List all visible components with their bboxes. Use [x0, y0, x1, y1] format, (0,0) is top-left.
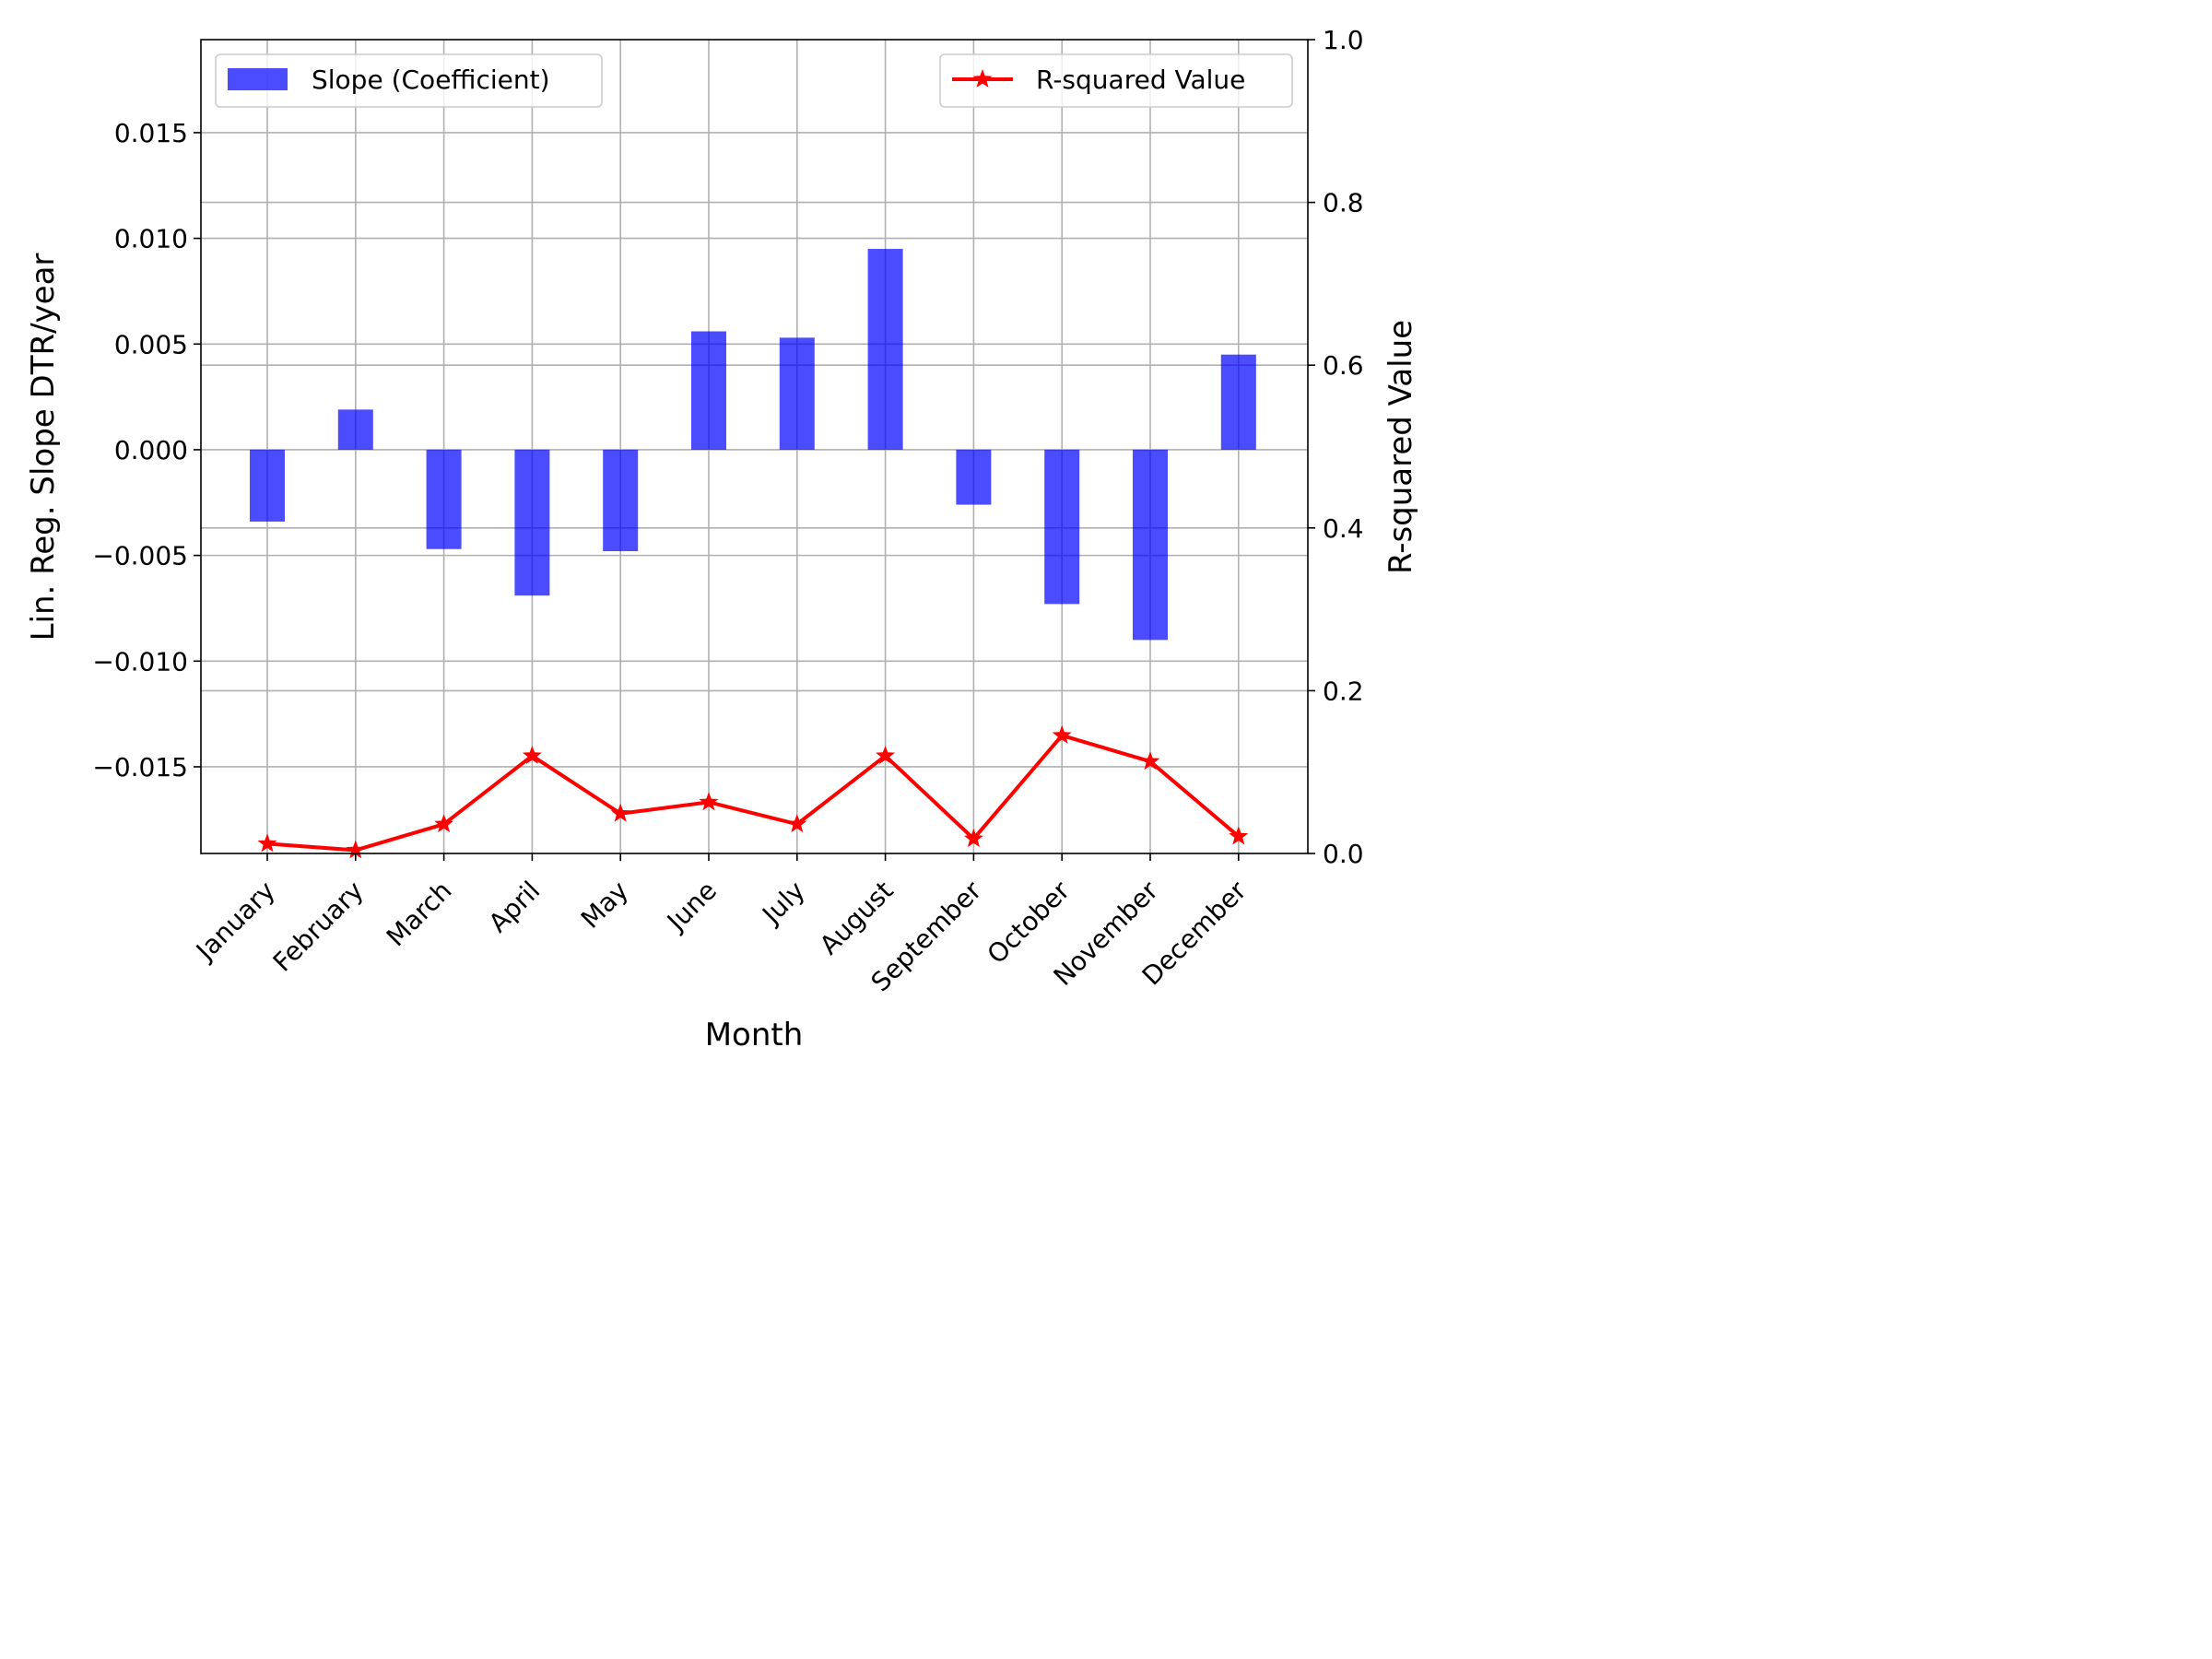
r-squared-line — [266, 733, 1241, 853]
bar-slope-october — [1044, 449, 1080, 605]
x-tick-label: January — [189, 876, 281, 968]
x-tick-label: April — [483, 876, 547, 939]
r-squared-point-april — [522, 746, 542, 764]
x-tick-label: June — [660, 876, 723, 938]
y-tick-label: 0.010 — [114, 224, 188, 254]
r-squared-point-march — [434, 814, 454, 833]
y-tick-label: −0.015 — [92, 752, 188, 782]
legend-line-frame — [939, 53, 1293, 108]
plot-frame — [200, 39, 1309, 854]
legend-star-icon — [972, 69, 993, 88]
bar-slope-august — [867, 249, 903, 450]
y-tick-label: 0.005 — [114, 329, 188, 359]
bar-slope-june — [691, 331, 726, 450]
y2-tick-label: 0.4 — [1323, 513, 1364, 544]
r-squared-point-february — [346, 840, 366, 859]
y2-tick-label: 0.6 — [1323, 350, 1364, 381]
y2-tick-label: 0.2 — [1323, 676, 1364, 706]
y2-tick-label: 0.8 — [1323, 188, 1364, 218]
x-tick-label: March — [381, 876, 458, 953]
r-squared-point-october — [1052, 725, 1072, 744]
bar-slope-january — [250, 449, 285, 522]
r-squared-point-august — [876, 746, 896, 764]
bar-slope-september — [956, 449, 992, 505]
r-squared-point-january — [257, 833, 277, 853]
x-tick-label: February — [267, 876, 370, 978]
bar-slope-february — [337, 409, 373, 450]
grid-layer — [201, 40, 1308, 853]
y2-axis-label: R-squared Value — [1382, 320, 1419, 574]
legend-bars-frame — [215, 53, 603, 108]
r-squared-point-december — [1229, 826, 1249, 845]
y-tick-label: −0.005 — [92, 541, 188, 571]
chart: 0.015 0.010 0.005 0.000 −0.005 −0.010 −0.015 1… — [25, 25, 1419, 1053]
bar-slope-march — [426, 449, 462, 549]
legend-bars-label: Slope (Coefficient) — [312, 65, 550, 95]
legend-bars: Slope (Coefficient) — [215, 53, 603, 108]
y-tick-label: 0.000 — [114, 435, 188, 465]
y-axis-label: Lin. Reg. Slope DTR/year — [25, 253, 62, 641]
legend-line: R-squared Value — [939, 53, 1293, 108]
bar-slope-april — [514, 449, 550, 596]
bar-slope-may — [603, 449, 639, 552]
line-layer — [257, 725, 1249, 859]
x-tick-label: August — [814, 876, 900, 961]
r-squared-point-june — [699, 792, 719, 811]
bar-slope-december — [1220, 354, 1256, 450]
y2-tick-label: 1.0 — [1323, 25, 1364, 55]
r-squared-point-september — [963, 829, 983, 847]
legend-bars-swatch — [228, 68, 288, 90]
bars-layer — [250, 249, 1256, 641]
bar-slope-july — [779, 337, 815, 450]
x-tick-label: July — [755, 876, 810, 931]
y2-tick-label: 0.0 — [1323, 839, 1364, 869]
r-squared-point-november — [1140, 751, 1160, 771]
right-axis-ticks: 1.0 0.8 0.6 0.4 0.2 0.0 — [1308, 25, 1364, 869]
left-axis-ticks: 0.015 0.010 0.005 0.000 −0.005 −0.010 −0.015 — [92, 118, 201, 782]
y-tick-label: 0.015 — [114, 118, 188, 148]
r-squared-point-july — [787, 814, 807, 833]
x-axis-label: Month — [705, 1017, 804, 1053]
x-tick-label: May — [575, 876, 634, 935]
legend-line-label: R-squared Value — [1036, 65, 1245, 95]
bar-slope-november — [1133, 449, 1168, 641]
r-squared-point-may — [610, 803, 630, 822]
y-tick-label: −0.010 — [92, 646, 188, 677]
